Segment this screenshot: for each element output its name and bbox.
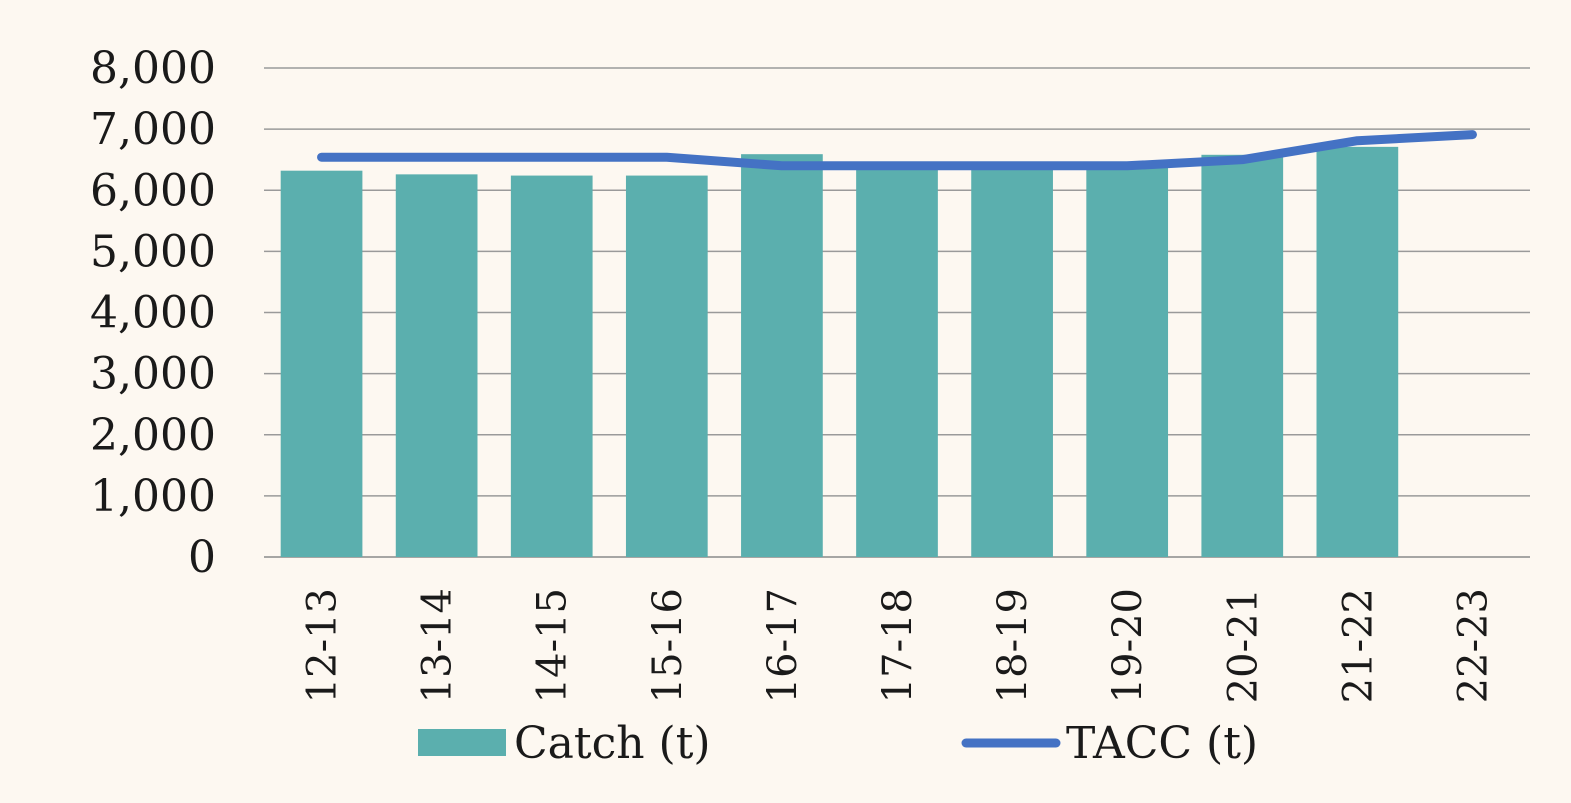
y-axis: 0 1,000 2,000 3,000 4,000 5,000 6,000 7,000 8,00… bbox=[90, 43, 216, 583]
x-tick-label: 20-21 bbox=[1220, 588, 1266, 703]
bar-catch-15-16 bbox=[625, 175, 708, 557]
y-tick-label: 0 bbox=[188, 532, 216, 583]
x-tick-label: 12-13 bbox=[300, 588, 346, 703]
x-tick-label: 21-22 bbox=[1335, 588, 1381, 703]
legend-label-tacc: TACC (t) bbox=[1066, 718, 1258, 769]
bar-catch-18-19 bbox=[971, 164, 1053, 557]
x-tick-label: 16-17 bbox=[760, 588, 806, 703]
y-tick-label: 4,000 bbox=[90, 288, 216, 339]
bar-catch-17-18 bbox=[856, 163, 938, 557]
x-tick-label: 17-18 bbox=[875, 588, 921, 703]
bar-catch-13-14 bbox=[395, 174, 478, 558]
y-tick-label: 2,000 bbox=[90, 410, 216, 461]
y-tick-label: 8,000 bbox=[90, 43, 216, 94]
y-tick-label: 1,000 bbox=[90, 471, 216, 522]
x-tick-label: 15-16 bbox=[645, 588, 691, 703]
bar-catch-21-22 bbox=[1316, 146, 1399, 557]
bar-catch-14-15 bbox=[510, 175, 593, 557]
x-tick-label: 22-23 bbox=[1450, 588, 1496, 703]
y-tick-label: 3,000 bbox=[90, 349, 216, 400]
line-tacc bbox=[317, 130, 1477, 171]
y-tick-label: 6,000 bbox=[90, 165, 216, 216]
bar-series bbox=[280, 146, 1399, 558]
x-tick-label: 18-19 bbox=[990, 588, 1036, 703]
y-tick-label: 5,000 bbox=[90, 226, 216, 277]
bar-catch-12-13 bbox=[280, 170, 363, 557]
bar-catch-16-17 bbox=[741, 154, 823, 557]
bar-catch-20-21 bbox=[1201, 154, 1284, 558]
x-axis: 12-13 13-14 14-15 15-16 16-17 17-18 18-19 19-20… bbox=[300, 588, 1497, 703]
y-tick-label: 7,000 bbox=[90, 104, 216, 155]
legend-swatch-catch bbox=[418, 729, 506, 756]
x-tick-label: 19-20 bbox=[1105, 588, 1151, 703]
line-series bbox=[317, 130, 1477, 171]
x-tick-label: 13-14 bbox=[415, 588, 461, 703]
bar-catch-19-20 bbox=[1086, 164, 1169, 557]
legend: Catch (t) TACC (t) bbox=[418, 718, 1258, 769]
x-tick-label: 14-15 bbox=[530, 588, 576, 703]
legend-label-catch: Catch (t) bbox=[514, 718, 711, 769]
